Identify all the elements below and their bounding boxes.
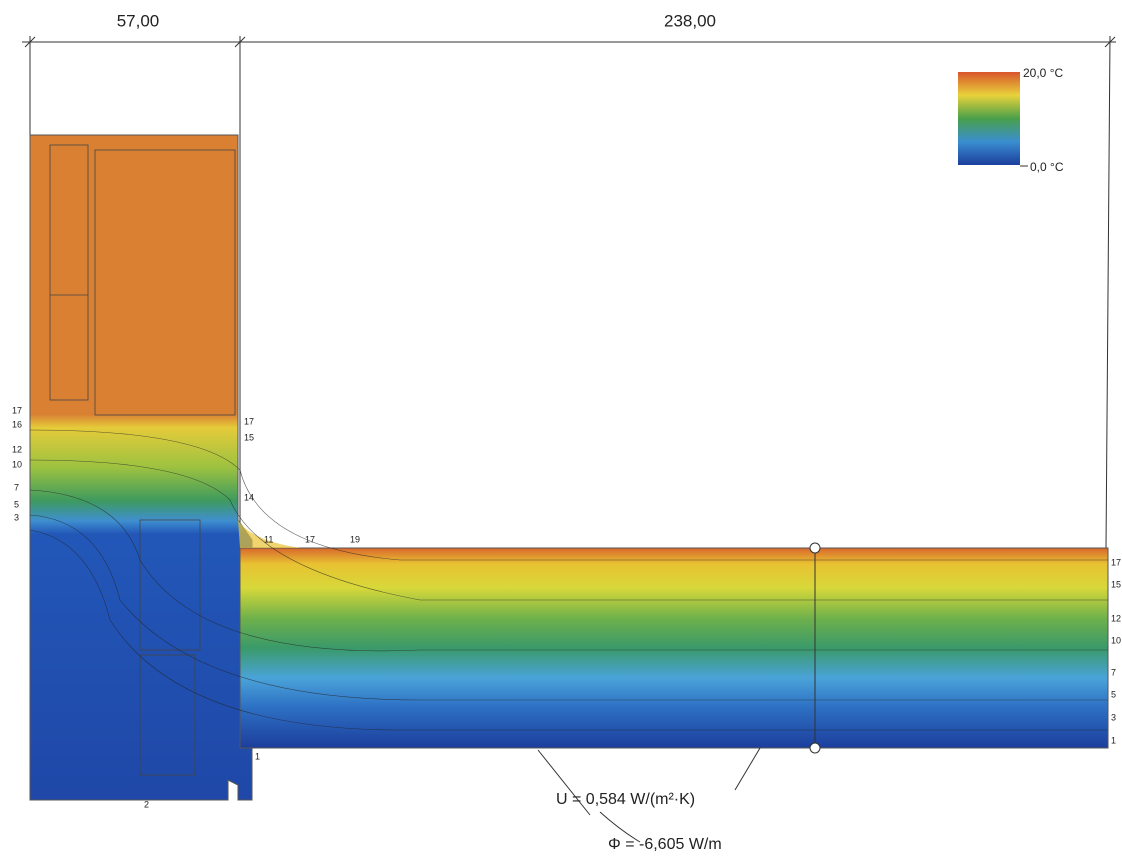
legend-max: 20,0 °C [1023,66,1063,80]
isotherm-label: 7 [14,482,19,492]
isotherm-label: 1 [1111,735,1116,745]
isotherm-label: 7 [1111,667,1116,677]
isotherm-label: 3 [14,512,19,522]
isotherm-label: 12 [1111,613,1121,623]
wall-section [240,548,1108,748]
isotherm-label: 3 [1111,712,1116,722]
measure-point [810,543,820,553]
thermal-diagram: 57,00 238,00 20,0 °C 0,0 °C U = 0,584 W/… [0,0,1122,857]
isotherm-label: 17 [305,534,315,544]
isotherm-label: 1 [255,751,260,761]
dimension-label: 238,00 [664,11,716,30]
isotherm-label: 11 [264,534,273,544]
page: 57,00 238,00 20,0 °C 0,0 °C U = 0,584 W/… [0,0,1122,857]
isotherm-label: 5 [1111,689,1116,699]
u-value: U = 0,584 W/(m²·K) [556,791,695,808]
isotherm-label: 10 [1111,635,1121,645]
legend-scale [958,72,1020,165]
isotherm-label: 16 [12,419,22,429]
isotherm-label: 19 [350,534,360,544]
isotherm-label: 5 [14,499,19,509]
heat-flow: Φ = -6,605 W/m [608,836,722,853]
isotherm-label: 14 [244,492,254,502]
dimension-label: 57,00 [117,11,160,30]
isotherm-label: 17 [1111,557,1121,567]
isotherm-label: 12 [12,444,22,454]
isotherm-label: 15 [244,432,254,442]
isotherm-label: 17 [244,416,254,426]
isotherm-label: 10 [12,459,22,469]
window-frame [30,135,252,800]
measure-point [810,743,820,753]
isotherm-label: 17 [12,405,22,415]
isotherm-label: 2 [144,799,149,809]
isotherm-label: 15 [1111,579,1121,589]
legend-min: 0,0 °C [1030,160,1064,174]
